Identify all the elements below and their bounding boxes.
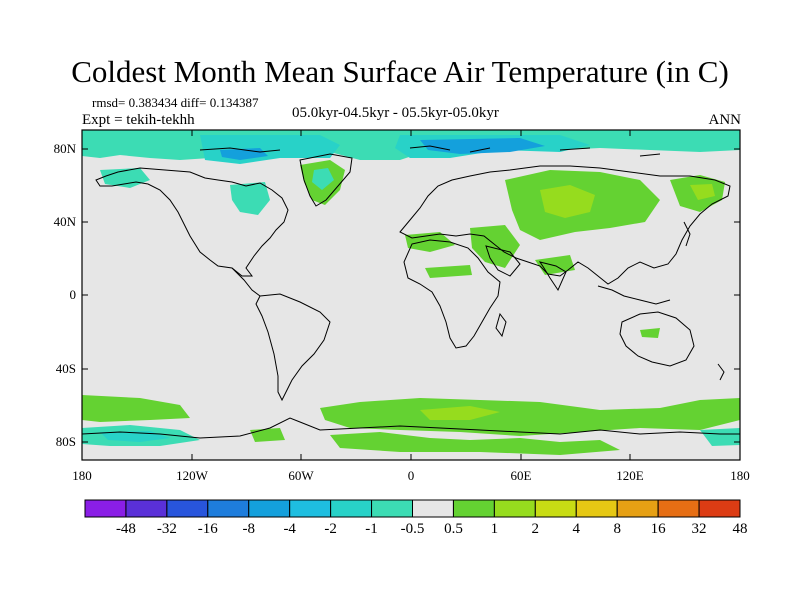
lat-tick-label: 40N [54,214,77,229]
field-so-west-green [82,395,190,422]
coast-south-america [255,293,331,402]
field-antarctic-east-teal [700,428,740,446]
colorbar-label: 1 [491,521,499,537]
lon-tick-label: 180 [72,468,92,483]
field-canada-teal [230,182,270,215]
colorbar-label: -8 [243,521,256,537]
colorbar-label: -0.5 [401,521,425,537]
colorbar-box [207,499,250,518]
colorbar-label: -1 [365,521,378,537]
coast-australia [619,311,695,367]
colorbar-label: 32 [692,521,707,537]
colorbar-box [166,499,209,518]
colorbar-label: 16 [651,521,667,537]
colorbar-box [493,499,536,518]
lat-tick-label: 80N [54,141,77,156]
coast-arctic-islands [199,145,661,157]
colorbar-box [289,499,332,518]
field-greenland-inner [312,168,334,190]
period-label: 05.0kyr-04.5kyr - 05.5kyr-05.0kyr [292,105,499,121]
colorbar-box [616,499,659,518]
colorbar-box [452,499,495,518]
colorbar-label: -32 [157,521,177,537]
lat-tick-label: 80S [56,434,76,449]
colorbar-box [412,499,454,518]
lon-tick-label: 60E [511,468,532,483]
field-so-central-lime [420,406,500,420]
experiment-label: Expt = tekih-tekhh [82,112,195,128]
colorbar-box [84,499,127,518]
colorbar-label: 48 [733,521,748,537]
colorbar-label: -4 [283,521,296,537]
colorbar-label: -2 [324,521,337,537]
lon-tick-label: 0 [408,468,415,483]
field-arctic-blue [420,138,545,154]
coastlines [82,145,740,439]
field-australia-green [640,328,660,338]
field-antarctic-sw-green [250,428,285,442]
field-antarctic-green [330,432,620,455]
coast-madagascar [495,312,507,338]
coast-africa [403,239,501,349]
colorbar-box [330,499,373,518]
colorbar-box [371,499,413,518]
field-ne-asia-lime [690,184,715,200]
stats-text: rmsd= 0.383434 diff= 0.134387 [92,95,259,110]
coast-india [538,261,567,292]
field-sahara-green [425,265,472,278]
coast-se-asia [597,285,671,305]
colorbar-label: -48 [116,521,136,537]
coast-antarctica [82,417,740,439]
field-so-central-green [320,398,740,436]
colorbar-box [575,499,618,518]
map-title: Coldest Month Mean Surface Air Temperatu… [71,54,729,89]
field-alaska-teal [100,168,150,188]
coast-arabia [485,245,521,277]
colorbar-label: -16 [198,521,218,537]
colorbar-label: 0.5 [444,521,463,537]
colorbar: -48 -32 -16 -8 -4 -2 -1 -0.5 0.5 1 2 4 8 16 32 48 [84,499,748,537]
colorbar-label: 8 [613,521,621,537]
colorbar-box [657,499,700,518]
coast-greenland [299,153,353,207]
colorbar-box [534,499,577,518]
coast-japan [683,221,691,247]
season-label: ANN [708,112,742,128]
lat-tick-label: 40S [56,361,76,376]
colorbar-label: 4 [573,521,581,537]
colorbar-box [248,499,291,518]
lon-tick-label: 60W [288,468,314,483]
colorbar-box [698,499,741,518]
colorbar-label: 2 [532,521,540,537]
lat-tick-label: 0 [70,287,77,302]
lon-tick-label: 180 [730,468,750,483]
anomaly-fields [82,130,740,455]
lon-tick-label: 120E [616,468,644,483]
lat-axis: 80N 40N 0 40S 80S [54,141,740,449]
lon-tick-label: 120W [176,468,209,483]
colorbar-box [125,499,168,518]
coast-central-america [231,267,261,297]
lon-axis: 180 120W 60W 0 60E 120E 180 [72,130,750,483]
coast-north-america [95,167,289,277]
field-siberia-lime [540,185,595,218]
coast-new-zealand [717,363,725,381]
